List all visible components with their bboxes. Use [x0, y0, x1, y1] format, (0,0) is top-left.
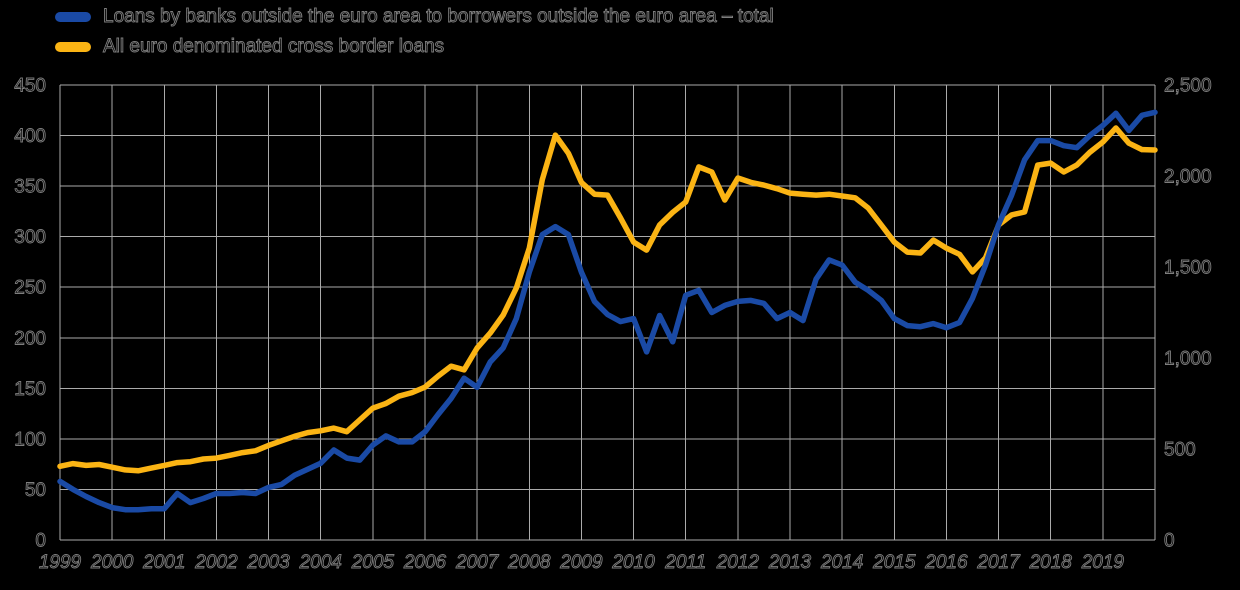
x-axis-tick: 2004 — [299, 552, 342, 573]
x-axis-tick: 2015 — [872, 552, 916, 573]
y-axis-left-tick: 100 — [14, 429, 46, 450]
x-axis-tick: 2005 — [351, 552, 395, 573]
x-axis-tick: 2000 — [90, 552, 134, 573]
y-axis-left-tick: 450 — [14, 76, 46, 97]
y-axis-left-tick: 400 — [14, 126, 46, 147]
y-axis-right-tick: 1,000 — [1164, 349, 1212, 370]
x-axis-tick: 2003 — [246, 552, 290, 573]
x-axis-tick: 2018 — [1029, 552, 1073, 573]
legend-label-euro-loans: All euro denominated cross border loans — [103, 36, 445, 58]
grid — [59, 84, 1156, 541]
legend-label-bank-loans: Loans by banks outside the euro area to … — [103, 6, 775, 28]
x-axis-tick: 2001 — [142, 552, 185, 573]
series-line-bank-loans — [57, 109, 1158, 513]
x-axis-tick: 2011 — [664, 552, 706, 573]
legend-swatch-blue — [55, 12, 91, 22]
x-axis-tick: 2012 — [716, 552, 760, 573]
x-axis-tick: 2016 — [924, 552, 968, 573]
legend-item-euro-loans: All euro denominated cross border loans — [55, 32, 774, 62]
legend-swatch-yellow — [55, 42, 91, 52]
x-axis-tick: 2002 — [194, 552, 238, 573]
y-axis-left-tick: 0 — [35, 531, 46, 552]
x-axis-tick: 2007 — [455, 552, 500, 573]
legend: Loans by banks outside the euro area to … — [55, 2, 774, 62]
x-axis-tick: 2017 — [976, 552, 1021, 573]
y-axis-right-tick: 500 — [1164, 440, 1196, 461]
y-axis-left-tick: 250 — [14, 278, 46, 299]
y-axis-left-tick: 350 — [14, 177, 46, 198]
x-axis-tick: 2010 — [611, 552, 655, 573]
x-axis-tick: 2008 — [507, 552, 551, 573]
y-axis-left-tick: 200 — [14, 328, 46, 349]
x-axis-tick: 2019 — [1081, 552, 1125, 573]
legend-item-bank-loans: Loans by banks outside the euro area to … — [55, 2, 774, 32]
y-axis-right-tick: 2,500 — [1164, 76, 1212, 97]
y-axis-right-tick: 1,500 — [1164, 258, 1212, 279]
x-axis-tick: 2009 — [559, 552, 603, 573]
series-line-euro-loans — [57, 125, 1158, 474]
x-axis-tick: 2014 — [820, 552, 863, 573]
y-axis-left-tick: 50 — [25, 480, 46, 501]
x-axis-tick: 1999 — [39, 552, 82, 573]
y-axis-right-tick: 2,000 — [1164, 167, 1212, 188]
y-axis-left-tick: 150 — [14, 379, 46, 400]
y-axis-left-tick: 300 — [14, 227, 46, 248]
x-axis-tick: 2006 — [403, 552, 447, 573]
y-axis-right-tick: 0 — [1164, 531, 1175, 552]
x-axis-tick: 2013 — [768, 552, 812, 573]
